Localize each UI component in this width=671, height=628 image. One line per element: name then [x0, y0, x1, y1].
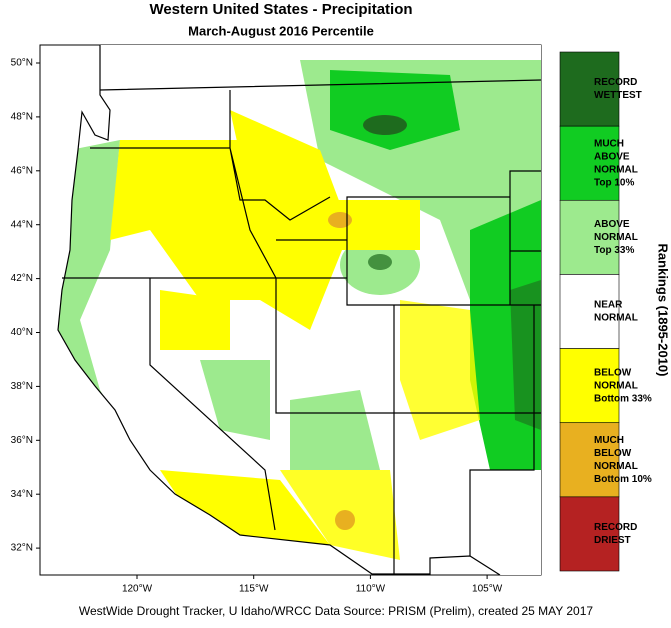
legend-swatch [559, 496, 620, 572]
legend-label: NORMAL [594, 313, 638, 324]
lat-label: 32°N [11, 543, 33, 554]
lon-label: 120°W [122, 584, 153, 595]
legend-title: Rankings (1895-2010) [656, 244, 671, 377]
legend-swatch [559, 199, 620, 275]
lat-label: 48°N [11, 112, 33, 123]
title: Western United States - Precipitation [149, 1, 412, 18]
legend-swatch [559, 422, 620, 498]
lat-label: 34°N [11, 489, 33, 500]
legend-label: Top 33% [594, 245, 634, 256]
lat-label: 50°N [11, 58, 33, 69]
lat-label: 36°N [11, 435, 33, 446]
legend-swatch [559, 348, 620, 424]
legend-swatch [559, 274, 620, 349]
legend-label: NORMAL [594, 164, 638, 175]
legend-label: Bottom 33% [594, 393, 652, 404]
legend-label: RECORD [594, 77, 637, 88]
legend-swatch [559, 51, 620, 127]
lat-label: 38°N [11, 381, 33, 392]
subtitle: March-August 2016 Percentile [188, 23, 374, 38]
legend-label: NORMAL [594, 461, 638, 472]
legend-label: ABOVE [594, 151, 630, 162]
boundaries [57, 45, 542, 576]
lat-label: 42°N [11, 273, 33, 284]
legend-label: MUCH [594, 138, 624, 149]
legend-label: NORMAL [594, 232, 638, 243]
lon-label: 115°W [239, 584, 269, 595]
lon-label: 110°W [356, 584, 386, 595]
legend-label: NORMAL [594, 380, 638, 391]
lon-label: 105°W [472, 584, 503, 595]
legend-label: BELOW [594, 367, 632, 378]
legend-label: BELOW [594, 448, 632, 459]
lat-label: 40°N [11, 327, 33, 338]
legend-label: ABOVE [594, 219, 630, 230]
lat-label: 44°N [11, 219, 33, 230]
legend-label: WETTEST [594, 90, 642, 101]
legend-label: Top 10% [594, 177, 634, 188]
legend-label: NEAR [594, 300, 623, 311]
lat-label: 46°N [11, 165, 33, 176]
legend-swatch [559, 125, 620, 201]
legend-label: Bottom 10% [594, 474, 652, 485]
legend-label: DRIEST [594, 535, 631, 546]
legend-label: MUCH [594, 435, 624, 446]
footer: WestWide Drought Tracker, U Idaho/WRCC D… [79, 604, 594, 618]
legend-label: RECORD [594, 522, 637, 533]
